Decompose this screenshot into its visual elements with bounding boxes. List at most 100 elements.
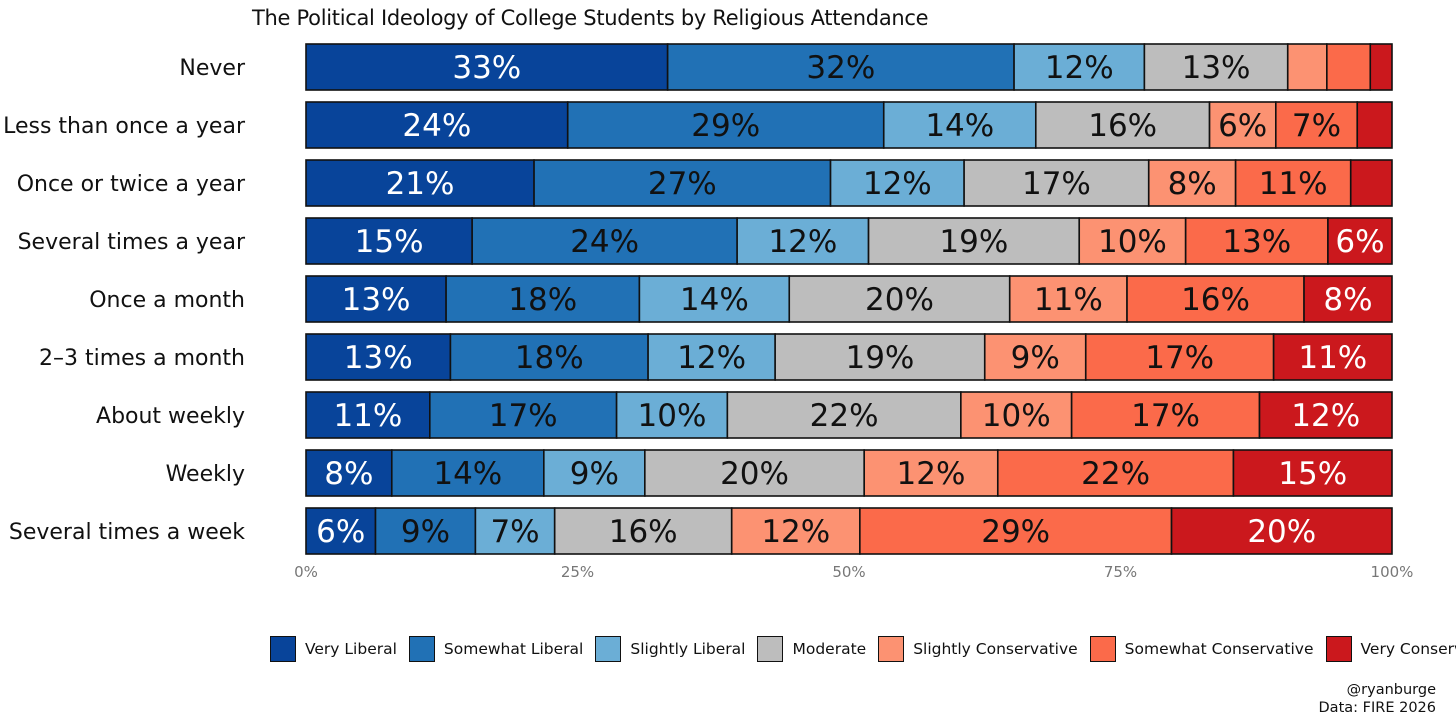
- data-label: 29%: [981, 514, 1050, 550]
- stacked-bar-chart: 33% 32% 12% 13% 24% 29% 14% 16% 6% 7% 21% 27% 12% 17%…: [3, 43, 1413, 581]
- data-label: 32%: [806, 50, 875, 86]
- legend-item-moderate: Moderate: [757, 636, 866, 662]
- bar-segment-somewhat-liberal: [390, 449, 545, 497]
- data-label: 12%: [768, 224, 837, 260]
- data-label: 22%: [1081, 456, 1150, 492]
- bar-segment-slightly-conservative: [1286, 43, 1328, 91]
- legend-label: Slightly Liberal: [630, 640, 746, 658]
- legend-swatch: [757, 636, 784, 662]
- data-label: 10%: [638, 398, 707, 434]
- x-tick-label: 25%: [561, 563, 594, 581]
- legend-item-slightly-conservative: Slightly Conservative: [878, 636, 1078, 662]
- data-label: 16%: [609, 514, 678, 550]
- bar-segment-somewhat-conservative: [859, 507, 1173, 555]
- data-label: 8%: [1323, 282, 1372, 318]
- bar-segment-very-conservative: [1327, 217, 1393, 265]
- legend-item-somewhat-conservative: Somewhat Conservative: [1089, 636, 1314, 662]
- bar-segment-somewhat-liberal: [471, 217, 738, 265]
- bar-segment-very-liberal: [305, 101, 569, 149]
- credit-handle: @ryanburge: [1346, 682, 1436, 698]
- bar-segment-slightly-liberal: [1013, 43, 1146, 91]
- data-label: 12%: [897, 456, 966, 492]
- data-label: 17%: [1145, 340, 1214, 376]
- data-label: 6%: [1335, 224, 1384, 260]
- row-label: Several times a year: [18, 230, 246, 255]
- row-label: Never: [179, 56, 246, 81]
- data-label: 16%: [1181, 282, 1250, 318]
- legend-swatch: [1325, 636, 1352, 662]
- bar-segment-somewhat-conservative: [996, 449, 1235, 497]
- bar-segment-slightly-liberal: [474, 507, 556, 555]
- data-label: 13%: [1222, 224, 1291, 260]
- row-label: Several times a week: [9, 520, 245, 545]
- bar-segment-very-conservative: [1170, 507, 1393, 555]
- bar-segment-slightly-conservative: [863, 449, 999, 497]
- data-label: 12%: [761, 514, 830, 550]
- data-label: 29%: [691, 108, 760, 144]
- legend-item-very-conservative: Very Conservative: [1325, 636, 1456, 662]
- legend-swatch: [1089, 636, 1116, 662]
- data-label: 17%: [1022, 166, 1091, 202]
- data-label: 14%: [433, 456, 502, 492]
- data-label: 12%: [863, 166, 932, 202]
- legend-label: Slightly Conservative: [913, 640, 1078, 658]
- data-label: 13%: [1182, 50, 1251, 86]
- data-label: 6%: [316, 514, 365, 550]
- bar-segment-very-liberal: [305, 43, 669, 91]
- bar-segment-very-liberal: [305, 333, 452, 381]
- bar-segment-moderate: [963, 159, 1150, 207]
- bar-segment-somewhat-liberal: [666, 43, 1015, 91]
- data-label: 18%: [508, 282, 577, 318]
- bar-segment-very-conservative: [1349, 159, 1393, 207]
- bar-segment-moderate: [726, 391, 962, 439]
- data-label: 10%: [982, 398, 1051, 434]
- bar-segment-slightly-liberal: [736, 217, 870, 265]
- data-label: 15%: [1278, 456, 1347, 492]
- bar-segment-very-conservative: [1232, 449, 1393, 497]
- bar-segment-very-liberal: [305, 507, 377, 555]
- data-label: 7%: [1292, 108, 1341, 144]
- bar-segment-somewhat-liberal: [429, 391, 618, 439]
- legend-label: Somewhat Conservative: [1124, 640, 1314, 658]
- legend-item-somewhat-liberal: Somewhat Liberal: [408, 636, 583, 662]
- bar-segment-slightly-conservative: [1147, 159, 1237, 207]
- bar-segment-slightly-liberal: [647, 333, 776, 381]
- row-label: Once a month: [89, 288, 245, 313]
- data-label: 15%: [355, 224, 424, 260]
- bar-segment-somewhat-liberal: [445, 275, 641, 323]
- bar-segment-very-liberal: [305, 159, 535, 207]
- bar-segment-somewhat-liberal: [566, 101, 885, 149]
- legend-swatch: [595, 636, 622, 662]
- bar-segment-slightly-liberal: [829, 159, 965, 207]
- data-label: 12%: [677, 340, 746, 376]
- x-axis-ticks: 0% 25% 50% 75% 100%: [294, 563, 1413, 581]
- legend-label: Very Liberal: [305, 640, 397, 658]
- bar-segment-somewhat-conservative: [1126, 275, 1305, 323]
- credit: @ryanburge Data: FIRE 2026: [1319, 681, 1436, 717]
- bar-segment-moderate: [1143, 43, 1289, 91]
- legend-swatch: [270, 636, 296, 662]
- bar-segment-somewhat-conservative: [1184, 217, 1329, 265]
- data-label: 11%: [1034, 282, 1103, 318]
- data-label: 9%: [570, 456, 619, 492]
- data-label: 12%: [1291, 398, 1360, 434]
- row-label: Less than once a year: [3, 114, 246, 139]
- data-label: 24%: [402, 108, 471, 144]
- bar-segment-somewhat-liberal: [374, 507, 477, 555]
- data-label: 22%: [810, 398, 879, 434]
- data-label: 33%: [452, 50, 521, 86]
- x-tick-label: 75%: [1104, 563, 1137, 581]
- legend-swatch: [408, 636, 435, 662]
- bar-segment-somewhat-conservative: [1234, 159, 1352, 207]
- bar-segment-very-conservative: [1303, 275, 1393, 323]
- data-label: 9%: [401, 514, 450, 550]
- data-label: 14%: [680, 282, 749, 318]
- data-label: 16%: [1088, 108, 1157, 144]
- data-label: 12%: [1045, 50, 1114, 86]
- bar-segment-slightly-conservative: [983, 333, 1087, 381]
- data-label: 17%: [489, 398, 558, 434]
- data-label: 13%: [344, 340, 413, 376]
- bar-segment-slightly-liberal: [638, 275, 791, 323]
- data-label: 7%: [490, 514, 539, 550]
- bar-segment-very-conservative: [1356, 101, 1393, 149]
